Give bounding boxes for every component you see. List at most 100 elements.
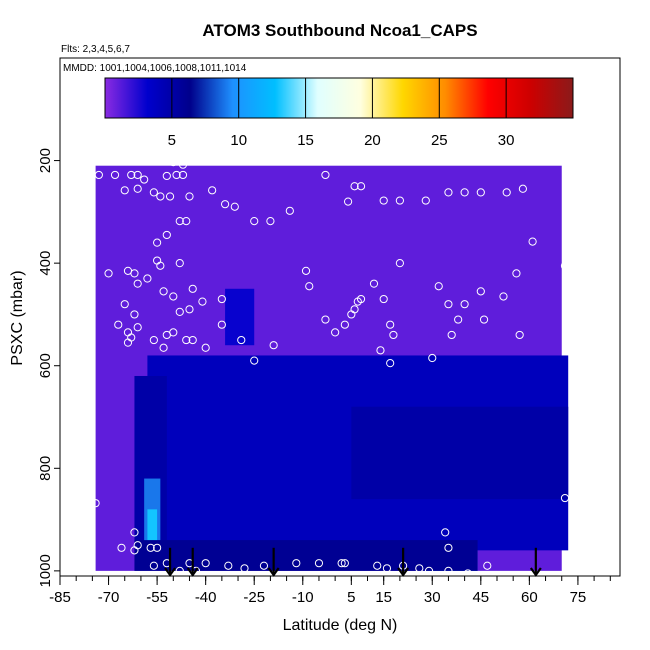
y-tick-label: 200 [37,148,54,173]
flights-label: Flts: 2,3,4,5,6,7 [61,44,130,55]
y-tick-label: 1000 [37,554,54,587]
observation-point [340,559,349,568]
colorbar-tick-label: 10 [230,132,247,149]
observation-point [321,170,330,180]
flight-arrow [529,547,542,577]
observation-point [356,294,366,304]
observation-point [201,343,210,352]
observation-point [178,160,188,169]
observation-point [188,284,197,293]
flight-arrow [397,547,410,577]
observation-point [162,171,171,181]
observation-point [175,307,184,316]
observation-point [114,320,123,329]
heatmap-cell [134,540,478,571]
x-tick-label: -25 [243,589,265,606]
observation-point [551,155,560,164]
observation-point [178,170,188,180]
observation-point [159,287,168,296]
observation-point [285,206,294,215]
y-axis: 200 400 600 800 1000 [37,148,60,588]
observation-point [269,341,278,350]
x-tick-label: 45 [472,589,489,606]
observation-point [408,155,417,164]
observation-point [528,237,537,246]
y-tick-label: 600 [37,353,54,378]
y-axis-label: PSXC (mbar) [9,270,26,365]
flight-arrow-head [164,567,176,577]
observation-point [165,192,175,201]
observation-point [376,346,385,355]
observation-point [356,182,366,191]
flight-arrows [164,547,542,577]
observation-point [441,528,450,537]
observation-point [389,330,398,340]
observation-point [395,196,404,205]
observation-point [110,170,120,180]
observation-point [250,356,259,365]
observation-point [541,155,550,164]
observation-point [343,197,353,206]
observation-point [120,186,129,195]
observation-point [444,188,453,197]
flight-arrow-head [529,567,542,577]
flight-arrow-head [267,567,280,577]
observation-point [169,328,178,337]
observation-point [560,493,570,503]
observation-point [305,282,314,291]
observation-point [91,499,100,508]
colorbar-tick-label: 20 [364,132,381,149]
observation-point [515,330,524,340]
observation-point [123,338,133,347]
observation-point [130,546,139,555]
observation-point [292,559,301,568]
observation-point [424,566,434,575]
observation-point [162,230,171,240]
x-tick-label: -40 [195,589,217,606]
observation-point [104,269,113,278]
observation-point [292,155,301,164]
x-axis: -85 -70 -55 -40 -25 -10 5 15 30 45 60 75 [49,576,611,606]
observation-point [340,320,349,329]
observation-point [156,192,165,201]
observation-point [463,569,472,578]
observation-point [169,292,178,301]
observation-point [133,279,142,288]
observation-point [143,274,152,283]
chart-title: ATOM3 Southbound Ncoa1_CAPS [202,21,477,40]
colorbar-tick-label: 30 [498,132,515,149]
observation-point [140,175,149,184]
x-tick-label: 60 [521,589,538,606]
observation-point [149,188,158,197]
observation-point [321,315,330,324]
observation-point [444,543,453,552]
observation-point [373,561,382,570]
observation-point [224,561,233,570]
observation-point [130,269,139,278]
observation-point [237,335,246,345]
y-tick-label: 400 [37,251,54,276]
flight-arrow [186,547,199,577]
observation-point [94,170,103,180]
observation-point [185,305,194,314]
observation-point [182,335,191,345]
x-tick-label: 30 [424,589,441,606]
observation-point [350,305,359,314]
observation-point [169,158,178,167]
observation-point [259,561,269,570]
heatmap-cell [351,406,569,500]
x-tick-label: -85 [49,589,71,606]
observation-point [447,330,456,340]
observation-point [395,259,404,268]
observation-point [127,170,136,180]
observation-point [133,323,142,332]
x-tick-label: 5 [347,589,355,606]
observation-point [175,259,184,268]
observation-point [240,564,249,573]
observation-point [153,238,162,247]
observation-point [149,561,158,570]
observation-point [350,182,359,191]
observation-point [159,343,168,352]
observation-point [483,561,492,570]
